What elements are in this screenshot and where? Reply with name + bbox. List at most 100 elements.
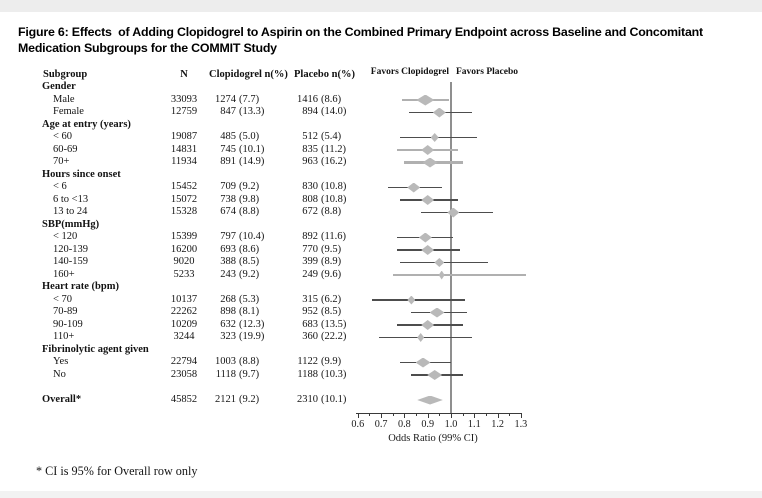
placebo-pct-cell: (9.5): [321, 243, 342, 255]
subgroup-cell: 70+: [53, 156, 70, 167]
clopidogrel-n-cell: 898: [220, 306, 236, 317]
axis-minor-tick: [416, 413, 418, 416]
table-row: Male 33093 1274 (7.7) 1416 (8.6): [0, 94, 762, 107]
table-row: Heart rate (bpm): [0, 281, 762, 294]
subgroup-cell: Gender: [42, 81, 76, 92]
placebo-pct-cell: (8.8): [321, 206, 342, 217]
clopidogrel-pct-cell: (12.3): [239, 318, 265, 330]
placebo-n-cell: 672: [302, 206, 318, 217]
placebo-pct-cell: (9.9): [321, 356, 342, 367]
placebo-n-cell: 952: [302, 306, 318, 317]
clopidogrel-n-cell: 738: [220, 193, 236, 205]
or-diamond: [438, 270, 445, 280]
table-row: Yes 22794 1003 (8.8) 1122 (9.9): [0, 356, 762, 369]
subgroup-cell: < 120: [53, 231, 78, 242]
or-diamond: [430, 133, 439, 142]
column-header-subgroup: Subgroup: [43, 68, 88, 80]
or-diamond: [417, 395, 443, 405]
placebo-n-cell: 808: [302, 193, 318, 205]
placebo-pct-cell: (11.2): [321, 143, 346, 155]
table-row: Hours since onset: [0, 169, 762, 182]
placebo-pct-cell: (10.3): [321, 368, 347, 380]
subgroup-cell: Hours since onset: [42, 168, 121, 180]
placebo-pct-cell: (6.2): [321, 293, 342, 305]
or-diamond: [427, 370, 443, 380]
table-row: 13 to 24 15328 674 (8.8) 672 (8.8): [0, 206, 762, 219]
n-cell: 14831: [170, 143, 198, 155]
subgroup-cell: 110+: [53, 331, 75, 342]
clopidogrel-pct-cell: (9.2): [239, 393, 260, 405]
subgroup-cell: 140-159: [53, 256, 88, 267]
axis-minor-tick: [439, 413, 441, 416]
placebo-pct-cell: (9.6): [321, 268, 342, 280]
or-diamond: [417, 333, 425, 342]
clopidogrel-n-cell: 2121: [215, 393, 236, 405]
column-header-clopidogrel: Clopidogrel n(%): [209, 68, 288, 80]
n-cell: 16200: [170, 243, 198, 255]
footnote: * CI is 95% for Overall row only: [36, 464, 198, 478]
n-cell: 22262: [170, 306, 198, 317]
axis-tick-label: 1.2: [491, 419, 504, 430]
subgroup-cell: < 70: [53, 293, 73, 305]
clopidogrel-n-cell: 1003: [215, 356, 236, 367]
clopidogrel-pct-cell: (9.2): [239, 268, 260, 280]
n-cell: 15328: [170, 206, 198, 217]
subgroup-cell: < 6: [53, 181, 67, 192]
n-cell: 22794: [170, 356, 198, 367]
or-diamond: [407, 295, 416, 305]
table-row: < 70 10137 268 (5.3) 315 (6.2): [0, 294, 762, 307]
table-row: < 60 19087 485 (5.0) 512 (5.4): [0, 131, 762, 144]
or-diamond: [421, 195, 435, 205]
placebo-pct-cell: (16.2): [321, 156, 347, 167]
or-diamond: [421, 320, 435, 330]
axis-tick: [381, 413, 383, 418]
subgroup-cell: Age at entry (years): [42, 118, 131, 130]
subgroup-cell: 70-89: [53, 306, 78, 317]
table-row: Fibrinolytic agent given: [0, 344, 762, 357]
reference-line: [450, 82, 452, 413]
placebo-n-cell: 512: [302, 131, 318, 142]
clopidogrel-n-cell: 1274: [215, 93, 236, 105]
clopidogrel-pct-cell: (9.2): [239, 181, 260, 192]
subgroup-cell: 60-69: [53, 143, 78, 155]
axis-label: Odds Ratio (99% CI): [388, 433, 478, 444]
placebo-pct-cell: (22.2): [321, 331, 347, 342]
placebo-n-cell: 360: [302, 331, 318, 342]
subgroup-cell: Heart rate (bpm): [42, 281, 119, 292]
placebo-pct-cell: (5.4): [321, 131, 342, 142]
or-diamond: [421, 145, 435, 155]
favors-placebo-label: Favors Placebo: [456, 67, 519, 77]
or-diamond: [407, 182, 421, 193]
clopidogrel-n-cell: 268: [220, 293, 236, 305]
bottom-edge-strip: [0, 491, 762, 498]
clopidogrel-n-cell: 709: [220, 181, 236, 192]
n-cell: 10137: [170, 293, 198, 305]
clopidogrel-pct-cell: (9.7): [239, 368, 260, 380]
clopidogrel-n-cell: 847: [220, 106, 236, 117]
axis-tick: [404, 413, 406, 418]
clopidogrel-n-cell: 745: [220, 143, 236, 155]
table-row: 110+ 3244 323 (19.9) 360 (22.2): [0, 331, 762, 344]
clopidogrel-pct-cell: (5.0): [239, 131, 260, 142]
column-header-n: N: [180, 68, 188, 80]
placebo-n-cell: 2310: [297, 393, 318, 405]
top-edge-strip: [0, 0, 762, 12]
clopidogrel-pct-cell: (8.6): [239, 243, 260, 255]
n-cell: 19087: [170, 131, 198, 142]
clopidogrel-n-cell: 1118: [215, 368, 236, 380]
subgroup-cell: No: [53, 368, 66, 380]
axis-tick: [427, 413, 429, 418]
axis-tick: [451, 413, 452, 418]
clopidogrel-pct-cell: (10.1): [239, 143, 265, 155]
n-cell: 15452: [170, 181, 198, 192]
subgroup-cell: Male: [53, 93, 75, 105]
axis-tick-label: 1.3: [514, 419, 528, 430]
ci-line: [378, 336, 472, 339]
clopidogrel-pct-cell: (9.8): [239, 193, 260, 205]
axis-minor-tick: [509, 413, 511, 416]
subgroup-cell: Yes: [53, 356, 69, 367]
subgroup-cell: SBP(mmHg): [42, 218, 100, 230]
placebo-n-cell: 894: [302, 106, 318, 117]
n-cell: 33093: [170, 93, 198, 105]
clopidogrel-n-cell: 797: [220, 231, 236, 242]
